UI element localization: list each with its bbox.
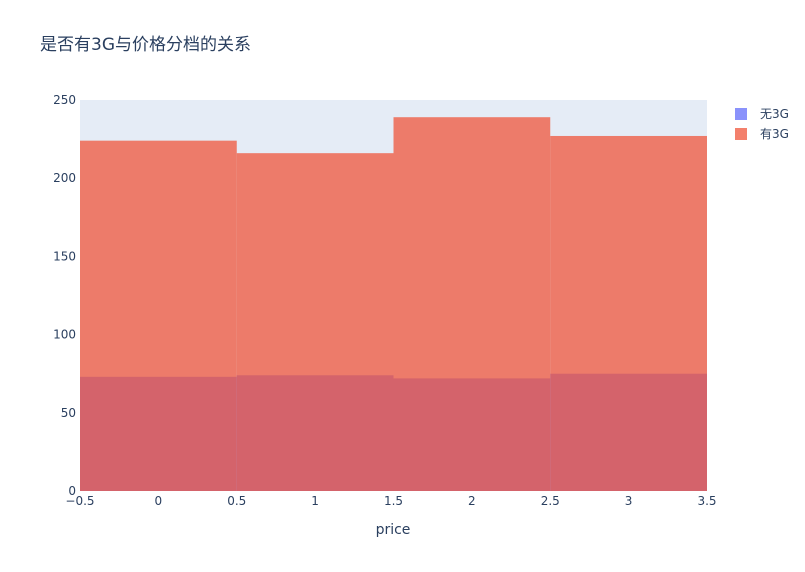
- y-tick-label: 200: [53, 171, 76, 185]
- x-tick-label: 3.5: [697, 494, 716, 508]
- y-tick-label: 0: [68, 484, 76, 498]
- x-tick-label: 2: [468, 494, 476, 508]
- x-tick-label: 0: [155, 494, 163, 508]
- bar-series1-bin3[interactable]: [550, 135, 707, 492]
- bar-series1-bin2[interactable]: [393, 117, 551, 491]
- y-tick-label: 150: [53, 249, 76, 263]
- x-tick-label: 1: [311, 494, 319, 508]
- bar-series1-bin0[interactable]: [80, 140, 237, 491]
- x-tick-label: 3: [625, 494, 633, 508]
- y-tick-label: 250: [53, 93, 76, 107]
- x-tick-label: 1.5: [384, 494, 403, 508]
- chart-title: 是否有3G与价格分档的关系: [40, 35, 251, 55]
- x-axis-ticks: −0.5 0 0.5 1 1.5 2 2.5 3 3.5: [65, 494, 716, 508]
- legend-swatch[interactable]: [735, 108, 747, 120]
- bars-layer: [80, 117, 707, 492]
- legend-label[interactable]: 有3G: [760, 127, 789, 141]
- x-tick-label: 0.5: [227, 494, 246, 508]
- y-tick-label: 100: [53, 328, 76, 342]
- x-tick-label: −0.5: [65, 494, 94, 508]
- legend-swatch[interactable]: [735, 128, 747, 140]
- legend-label[interactable]: 无3G: [760, 107, 789, 121]
- x-tick-label: 2.5: [541, 494, 560, 508]
- y-axis-ticks: 0 50 100 150 200 250: [53, 93, 76, 498]
- bar-series1-bin1[interactable]: [236, 153, 394, 491]
- x-axis-title: price: [376, 522, 411, 538]
- y-tick-label: 50: [61, 406, 76, 420]
